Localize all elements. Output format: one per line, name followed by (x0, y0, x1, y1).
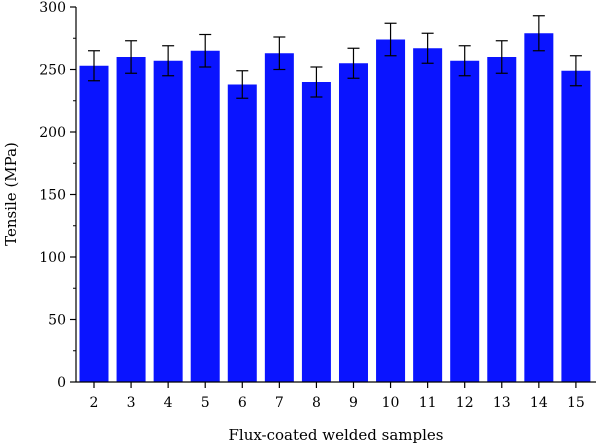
x-tick-label: 4 (164, 395, 173, 411)
bar (561, 70, 591, 382)
y-tick-label: 150 (39, 188, 66, 204)
error-bars-group (88, 15, 582, 99)
bar (116, 57, 146, 382)
x-tick-label: 7 (275, 395, 284, 411)
x-tick-label: 3 (127, 395, 136, 411)
x-tick-label: 10 (382, 395, 400, 411)
y-tick-label: 100 (39, 250, 66, 266)
bar (376, 39, 406, 382)
bars-group (79, 33, 591, 382)
bar (227, 84, 257, 382)
x-tick-label: 2 (90, 395, 99, 411)
bar (413, 48, 443, 382)
y-tick-label: 300 (39, 0, 66, 16)
bar (338, 63, 368, 382)
bar (79, 65, 109, 382)
x-tick-label: 8 (312, 395, 321, 411)
bar (450, 60, 480, 382)
y-axis-title: Tensile (MPa) (2, 142, 20, 246)
bar (190, 50, 220, 382)
x-tick-label: 14 (530, 395, 548, 411)
bar (524, 33, 554, 382)
x-tick-label: 13 (493, 395, 511, 411)
y-tick-label: 250 (39, 63, 66, 79)
bar (153, 60, 183, 382)
x-tick-label: 9 (349, 395, 358, 411)
y-tick-label: 0 (57, 375, 66, 391)
y-tick-label: 50 (48, 313, 66, 329)
x-tick-label: 12 (456, 395, 474, 411)
x-tick-label: 11 (419, 395, 437, 411)
x-axis-title: Flux-coated welded samples (229, 426, 444, 444)
x-tick-label: 5 (201, 395, 210, 411)
x-tick-label: 15 (567, 395, 585, 411)
y-tick-label: 200 (39, 125, 66, 141)
axes-group: 0 50 100 150 200 250 300 2 3 4 5 6 7 8 9 10 11 12 13 14 15 (39, 0, 596, 411)
bar (301, 82, 331, 382)
bar (264, 53, 294, 382)
bar (487, 57, 517, 382)
x-tick-label: 6 (238, 395, 247, 411)
